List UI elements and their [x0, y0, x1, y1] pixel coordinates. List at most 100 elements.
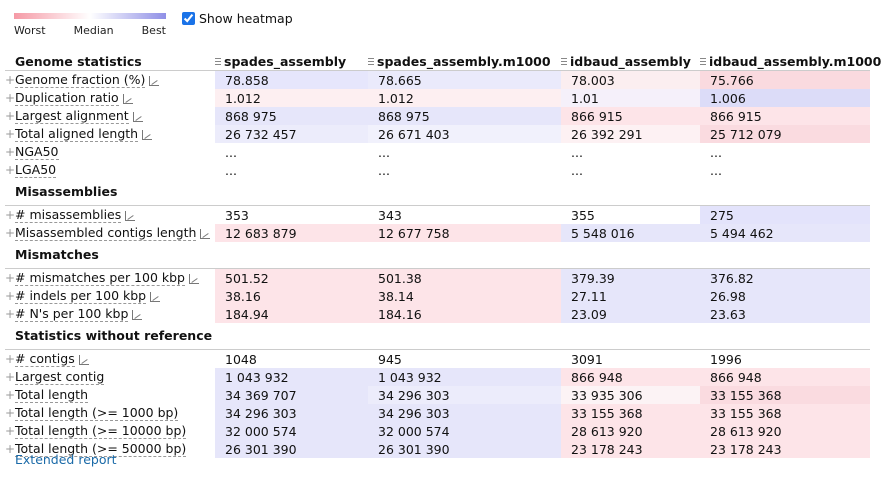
- metric-name-cell: +LGA50: [5, 161, 215, 179]
- value-cell: 1.006: [700, 89, 870, 107]
- chart-icon[interactable]: [132, 112, 143, 122]
- expand-icon[interactable]: +: [5, 289, 16, 303]
- expand-icon[interactable]: +: [5, 271, 16, 285]
- chart-icon[interactable]: [125, 211, 136, 221]
- metric-name[interactable]: Total aligned length: [15, 126, 139, 142]
- section-header: Misassemblies: [5, 179, 870, 206]
- value-cell: 1.012: [215, 89, 368, 107]
- expand-icon[interactable]: +: [5, 163, 16, 177]
- show-heatmap-checkbox[interactable]: [182, 12, 195, 25]
- metric-name-cell: +# N's per 100 kbp: [5, 305, 215, 323]
- column-header[interactable]: idbaud_assembly: [561, 52, 700, 71]
- value-cell: ...: [215, 161, 368, 179]
- column-header[interactable]: spades_assembly.m1000: [368, 52, 561, 71]
- value-cell: 34 296 303: [368, 404, 561, 422]
- heatmap-gradient: [14, 13, 166, 19]
- expand-icon[interactable]: +: [5, 442, 16, 456]
- value-cell: 379.39: [561, 268, 700, 287]
- metric-name-cell: +Duplication ratio: [5, 89, 215, 107]
- metric-name-cell: +Genome fraction (%): [5, 71, 215, 90]
- metric-name-cell: +NGA50: [5, 143, 215, 161]
- section-title: Misassemblies: [5, 179, 870, 206]
- drag-handle-icon[interactable]: [215, 57, 221, 67]
- chart-icon[interactable]: [122, 94, 133, 104]
- value-cell: ...: [561, 143, 700, 161]
- chart-icon[interactable]: [149, 76, 160, 86]
- metric-name[interactable]: Largest contig: [15, 369, 105, 385]
- metric-name[interactable]: Total length (>= 10000 bp): [15, 423, 187, 439]
- value-cell: 78.665: [368, 70, 561, 89]
- value-cell: ...: [368, 143, 561, 161]
- value-cell: 26.98: [700, 287, 870, 305]
- show-heatmap-toggle[interactable]: Show heatmap: [182, 11, 293, 26]
- expand-icon[interactable]: +: [5, 352, 16, 366]
- chart-icon[interactable]: [150, 292, 161, 302]
- table-row: +NGA50............: [5, 143, 870, 161]
- expand-icon[interactable]: +: [5, 424, 16, 438]
- expand-icon[interactable]: +: [5, 91, 16, 105]
- metric-name[interactable]: Misassembled contigs length: [15, 225, 197, 241]
- chart-icon[interactable]: [142, 130, 153, 140]
- column-header[interactable]: spades_assembly: [215, 52, 368, 71]
- table-row: +Largest contig 1 043 932 1 043 932 866 948…: [5, 368, 870, 386]
- value-cell: 32 000 574: [368, 422, 561, 440]
- expand-icon[interactable]: +: [5, 307, 16, 321]
- expand-icon[interactable]: +: [5, 226, 16, 240]
- metric-name-cell: +Largest contig: [5, 368, 215, 386]
- value-cell: 12 683 879: [215, 224, 368, 242]
- header-genome-statistics: Genome statistics: [5, 52, 215, 71]
- column-header[interactable]: idbaud_assembly.m1000: [700, 52, 881, 71]
- expand-icon[interactable]: +: [5, 109, 16, 123]
- metric-name-cell: +Total length (>= 10000 bp): [5, 422, 215, 440]
- drag-handle-icon[interactable]: [700, 57, 706, 67]
- chart-icon[interactable]: [200, 229, 211, 239]
- value-cell: 33 155 368: [700, 386, 870, 404]
- expand-icon[interactable]: +: [5, 370, 16, 384]
- table-row: +# mismatches per 100 kbp 501.52 501.38 379…: [5, 268, 870, 287]
- metric-name[interactable]: # contigs: [15, 351, 75, 367]
- metric-name[interactable]: LGA50: [15, 162, 57, 178]
- chart-icon[interactable]: [189, 274, 199, 284]
- metric-name[interactable]: Total length (>= 1000 bp): [15, 405, 179, 421]
- drag-handle-icon[interactable]: [368, 57, 374, 67]
- metric-name[interactable]: NGA50: [15, 144, 59, 160]
- expand-icon[interactable]: +: [5, 208, 16, 222]
- expand-icon[interactable]: +: [5, 388, 16, 402]
- expand-icon[interactable]: +: [5, 145, 16, 159]
- legend-worst: Worst: [14, 24, 46, 37]
- value-cell: ...: [215, 143, 368, 161]
- value-cell: 25 712 079: [700, 125, 870, 143]
- value-cell: 1 043 932: [368, 368, 561, 386]
- expand-icon[interactable]: +: [5, 127, 16, 141]
- value-cell: 3091: [561, 349, 700, 368]
- value-cell: 866 915: [561, 107, 700, 125]
- table-row: +# N's per 100 kbp 184.94 184.16 23.09 23.63: [5, 305, 870, 323]
- extended-report-link[interactable]: Extended report: [15, 452, 117, 467]
- value-cell: 866 915: [700, 107, 870, 125]
- report-table: Genome statistics spades_assembly spades…: [5, 52, 881, 458]
- value-cell: 38.14: [368, 287, 561, 305]
- metric-name[interactable]: # misassemblies: [15, 207, 122, 223]
- chart-icon[interactable]: [132, 310, 143, 320]
- metric-name[interactable]: Largest alignment: [15, 108, 129, 124]
- expand-icon[interactable]: +: [5, 406, 16, 420]
- value-cell: 28 613 920: [561, 422, 700, 440]
- section-title: Mismatches: [5, 242, 870, 269]
- table-row: +# misassemblies 353 343 355 275: [5, 205, 870, 224]
- drag-handle-icon[interactable]: [561, 57, 567, 67]
- metric-name[interactable]: Duplication ratio: [15, 90, 119, 106]
- metric-name[interactable]: # mismatches per 100 kbp: [15, 270, 185, 286]
- value-cell: 866 948: [700, 368, 870, 386]
- value-cell: 355: [561, 205, 700, 224]
- metric-name[interactable]: Total length (>= 50000 bp): [15, 441, 187, 457]
- metric-name[interactable]: # indels per 100 kbp: [15, 288, 147, 304]
- chart-icon[interactable]: [78, 355, 89, 365]
- value-cell: 26 301 390: [215, 440, 368, 458]
- expand-icon[interactable]: +: [5, 73, 16, 87]
- metric-name[interactable]: Total length: [15, 387, 89, 403]
- metric-name[interactable]: # N's per 100 kbp: [15, 306, 129, 322]
- value-cell: 27.11: [561, 287, 700, 305]
- value-cell: 38.16: [215, 287, 368, 305]
- metric-name[interactable]: Genome fraction (%): [15, 72, 146, 88]
- value-cell: 376.82: [700, 268, 870, 287]
